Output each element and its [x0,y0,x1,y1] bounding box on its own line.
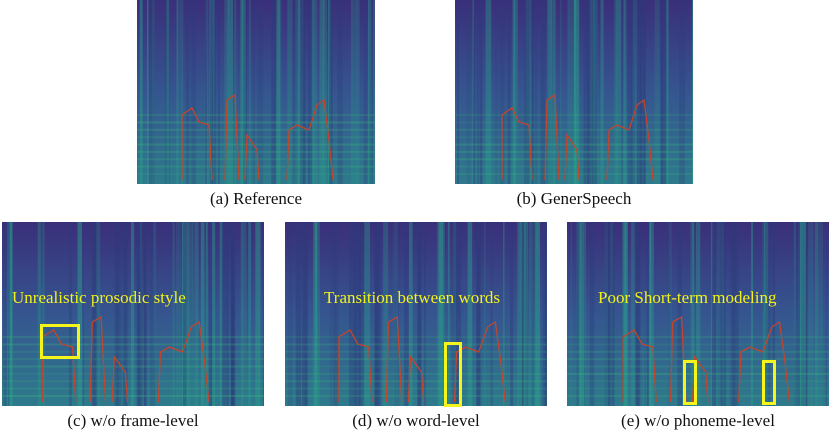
caption-wo-word-level: (d) w/o word-level [352,411,480,430]
spectrogram-wo-phoneme-level [567,222,829,406]
highlight-box-frame [40,324,80,359]
caption-generspeech: (b) GenerSpeech [516,189,632,208]
annotation-transition-between-words: Transition between words [324,288,500,307]
caption-wo-phoneme-level: (e) w/o phoneme-level [621,411,775,430]
highlight-box-phoneme-1 [683,360,697,405]
annotation-poor-short-term-modeling: Poor Short-term modeling [598,288,777,307]
caption-wo-frame-level: (c) w/o frame-level [67,411,199,430]
highlight-box-phoneme-2 [762,360,776,405]
spectrogram-wo-frame-level [2,222,264,406]
caption-reference: (a) Reference [209,189,302,208]
spectrogram-wo-word-level [285,222,547,406]
annotation-unrealistic-prosodic-style: Unrealistic prosodic style [12,288,186,307]
spectrogram-reference [137,0,375,184]
highlight-box-word [444,342,462,407]
spectrogram-generspeech [455,0,693,184]
